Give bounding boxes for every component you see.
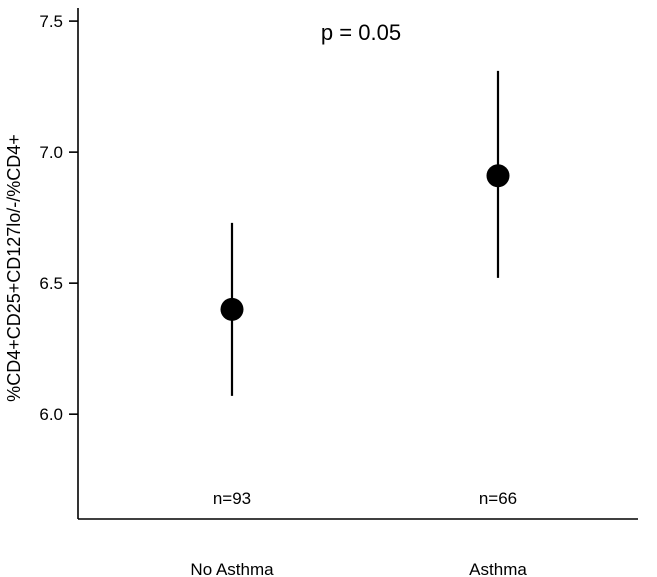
y-tick-label: 7.5 xyxy=(39,12,63,31)
data-marks: n=93 No Asthma n=66 Asthma xyxy=(190,70,527,577)
x-category-label: No Asthma xyxy=(190,560,274,577)
x-category-label: Asthma xyxy=(469,560,527,577)
y-tick-label: 7.0 xyxy=(39,143,63,162)
y-axis-ticks: 6.0 6.5 7.0 7.5 xyxy=(39,12,78,424)
chart-labels: %CD4+CD25+CD127lo/-/%CD4+ p = 0.05 xyxy=(4,20,401,402)
sample-size-label: n=93 xyxy=(213,489,251,508)
y-tick-label: 6.0 xyxy=(39,405,63,424)
y-axis-label: %CD4+CD25+CD127lo/-/%CD4+ xyxy=(4,134,24,402)
mean-point xyxy=(486,164,510,188)
axes xyxy=(77,8,638,520)
sample-size-label: n=66 xyxy=(479,489,517,508)
mean-point xyxy=(220,297,244,321)
p-value-annotation: p = 0.05 xyxy=(321,20,401,45)
y-tick-label: 6.5 xyxy=(39,274,63,293)
